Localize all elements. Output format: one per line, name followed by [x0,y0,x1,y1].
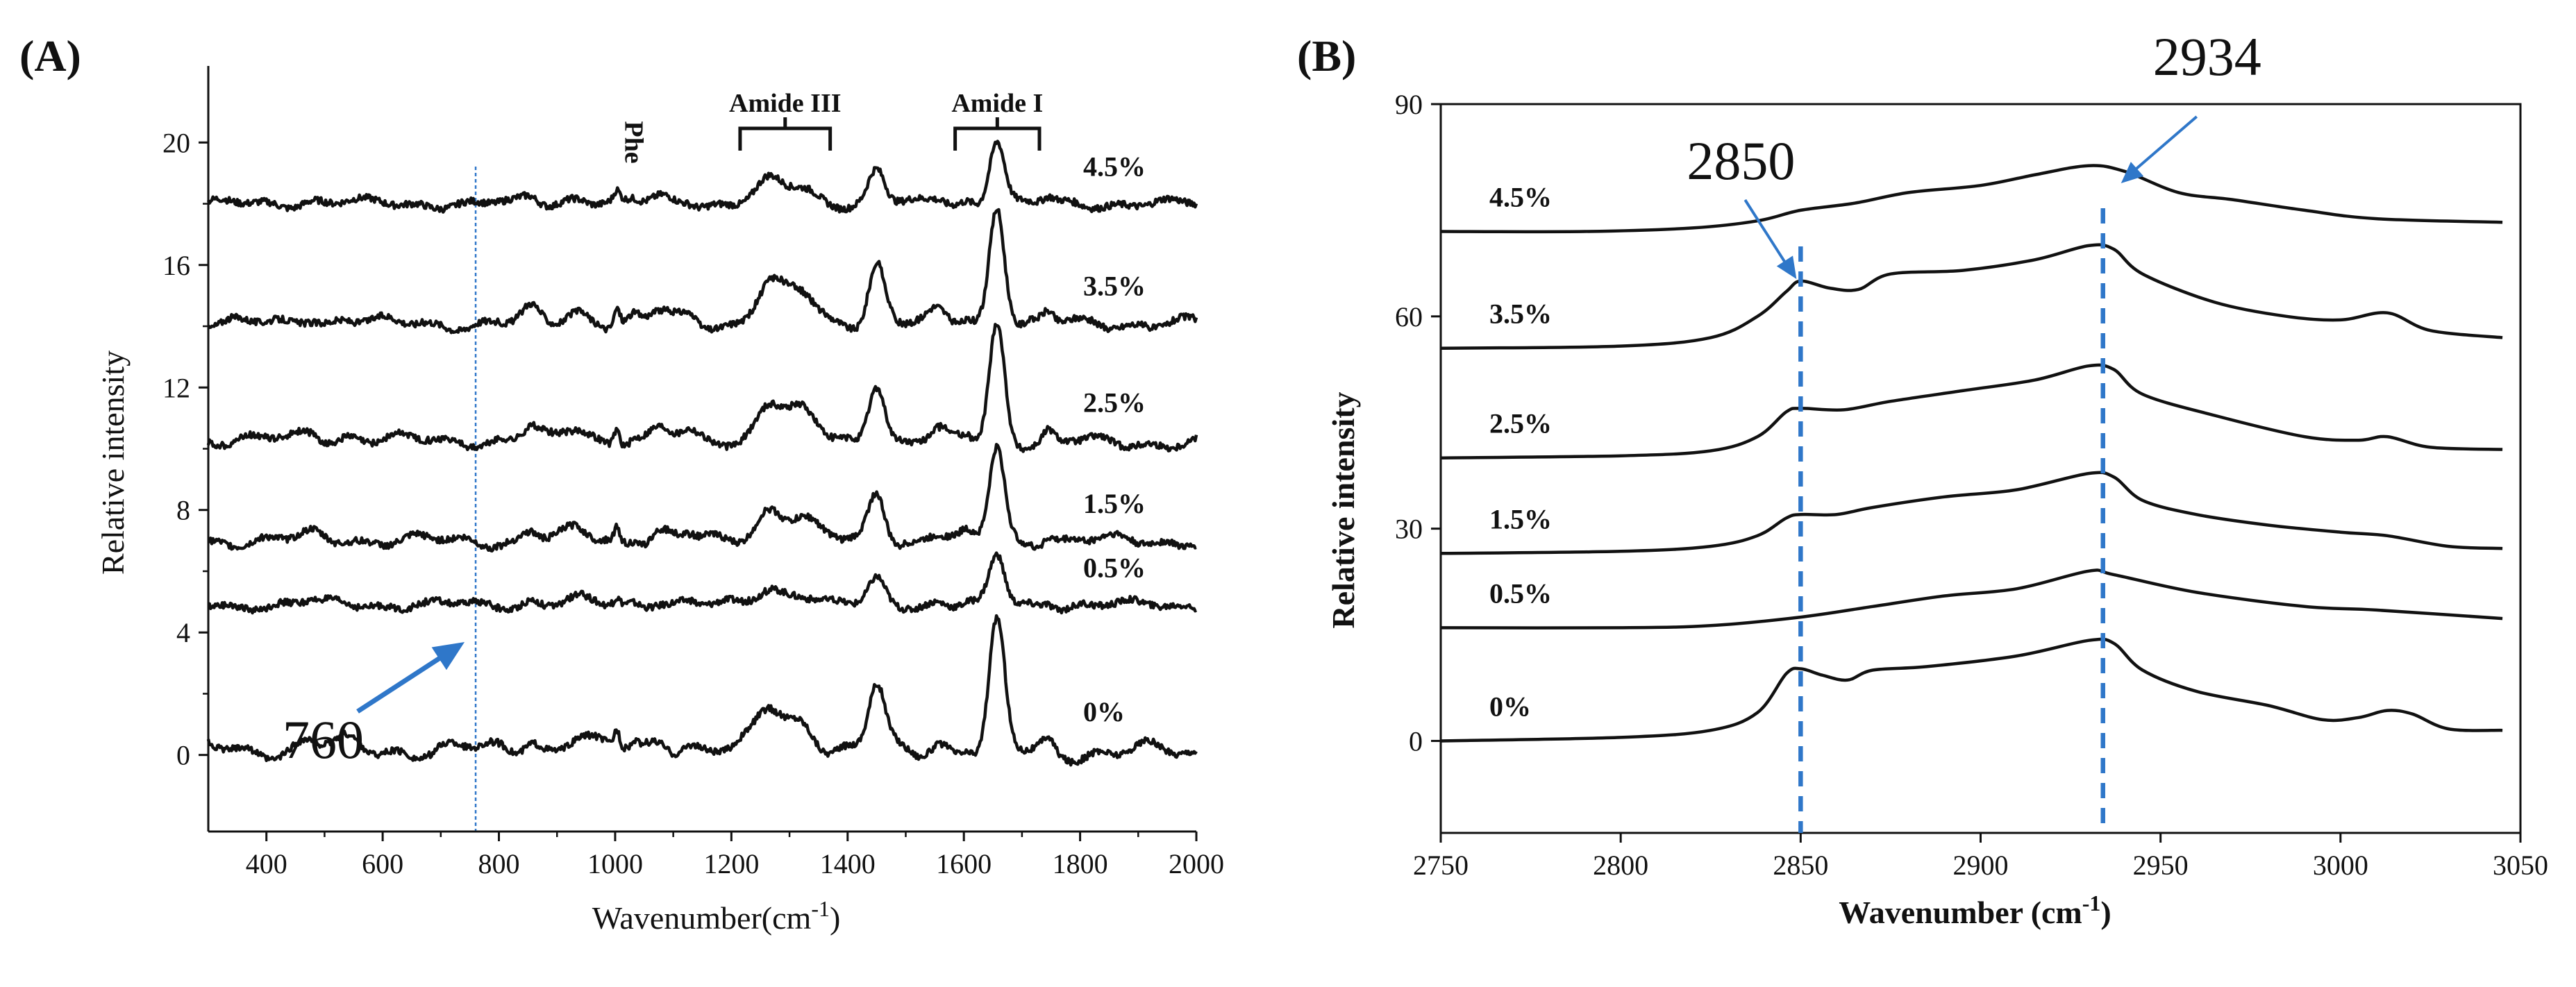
panel-a-axes: 0 4 8 12 16 20 400 600 800 1000 1200 1400 1600 1800 20… [162,66,1224,879]
bracket-amide-iii [738,117,833,151]
annotation-arrowhead-2934 [2121,162,2144,183]
bracket-label-amide-iii: Amide III [729,89,842,118]
series-label-3p5pct: 3.5% [1489,298,1552,330]
annotation-760-label: 760 [283,709,364,770]
x-tick-label: 800 [478,848,520,879]
series-label-1p5pct: 1.5% [1083,488,1146,519]
trace-2p5pct [1440,363,2503,459]
trace-0pct [206,614,1198,767]
panel-b-traces [1440,164,2503,743]
annotation-arrow-2850 [1743,199,1790,269]
x-tick-label: 1000 [587,848,643,879]
panel-a-label: (A) [19,31,81,81]
bracket-label-amide-i: Amide I [951,89,1043,118]
x-tick-label: 3000 [2313,850,2368,881]
y-tick-label: 4 [176,617,190,648]
series-label-0pct: 0% [1083,696,1125,727]
series-label-0p5pct: 0.5% [1083,552,1146,584]
panel-a-series-labels: 0% 0.5% 1.5% 2.5% 3.5% 4.5% [1083,151,1146,727]
panel-a-annotations: Phe Amide III Amide I 760 [283,89,1043,770]
panel-a-x-axis-title: Wavenumber(cm-1) [592,896,841,936]
panel-b-axes: 0 30 60 90 2750 2800 2850 2900 2950 3000 3050 [1395,89,2548,881]
panel-b-annotations: 2850 2934 [1687,26,2261,833]
y-tick-label: 0 [1409,725,1423,757]
panel-b-frame [1439,103,2522,834]
annotation-arrowhead-2850 [1776,255,1797,279]
y-tick-label: 20 [162,127,190,158]
annotation-arrow-2934 [2130,115,2198,175]
x-tick-label: 400 [246,848,287,879]
panel-b-x-axis-title: Wavenumber (cm-1) [1839,891,2111,930]
panel-b-series-labels: 0% 0.5% 1.5% 2.5% 3.5% 4.5% [1489,181,1552,722]
y-tick-label: 8 [176,495,190,526]
x-tick-label: 3050 [2493,850,2548,881]
y-tick-label: 90 [1395,89,1423,120]
trace-1p5pct [208,443,1197,553]
x-tick-label: 2750 [1413,850,1469,881]
x-tick-label: 600 [362,848,403,879]
trace-3p5pct [1440,243,2503,350]
trace-0p5pct [207,551,1198,615]
x-tick-label: 2000 [1169,848,1224,879]
series-label-3p5pct: 3.5% [1083,271,1146,302]
trace-3p5pct [207,208,1198,335]
panel-b-label: (B) [1297,31,1356,81]
series-label-0pct: 0% [1489,691,1531,722]
y-tick-label: 12 [162,372,190,403]
trace-2p5pct [206,323,1198,453]
x-tick-label: 2950 [2133,850,2189,881]
x-tick-label: 2800 [1593,850,1648,881]
annotation-arrowhead-760 [431,642,465,670]
y-tick-label: 0 [176,740,190,771]
series-label-4p5pct: 4.5% [1083,151,1146,183]
trace-4p5pct [206,140,1198,214]
trace-4p5pct [1440,164,2503,234]
trace-0pct [1440,637,2503,743]
y-tick-label: 30 [1395,514,1423,545]
x-tick-label: 2850 [1773,850,1828,881]
panel-a-y-axis-title: Relative intensity [95,351,131,575]
y-tick-label: 60 [1395,301,1423,332]
series-label-0p5pct: 0.5% [1489,577,1552,609]
trace-1p5pct [1440,471,2503,555]
x-tick-label: 1200 [703,848,759,879]
x-tick-label: 1600 [936,848,992,879]
trace-0p5pct [1440,568,2503,630]
phe-label: Phe [619,121,648,163]
series-label-2p5pct: 2.5% [1489,408,1552,439]
x-tick-label: 1400 [820,848,876,879]
series-label-1p5pct: 1.5% [1489,503,1552,534]
x-tick-label: 2900 [1953,850,2009,881]
x-tick-label: 1800 [1053,848,1108,879]
y-tick-label: 16 [162,250,190,281]
panel-a-traces [206,140,1198,767]
annotation-2850-label: 2850 [1687,130,1795,191]
annotation-2934-label: 2934 [2153,26,2261,87]
series-label-2p5pct: 2.5% [1083,387,1146,418]
panel-a: (A) 0 4 8 12 16 20 400 600 800 1000 1200 1400 1600 18… [19,31,1224,936]
panel-b-y-axis-title: Relative intensity [1325,391,1361,628]
bracket-amide-i [953,117,1042,151]
series-label-4p5pct: 4.5% [1489,181,1552,212]
annotation-arrow-760 [356,649,452,714]
